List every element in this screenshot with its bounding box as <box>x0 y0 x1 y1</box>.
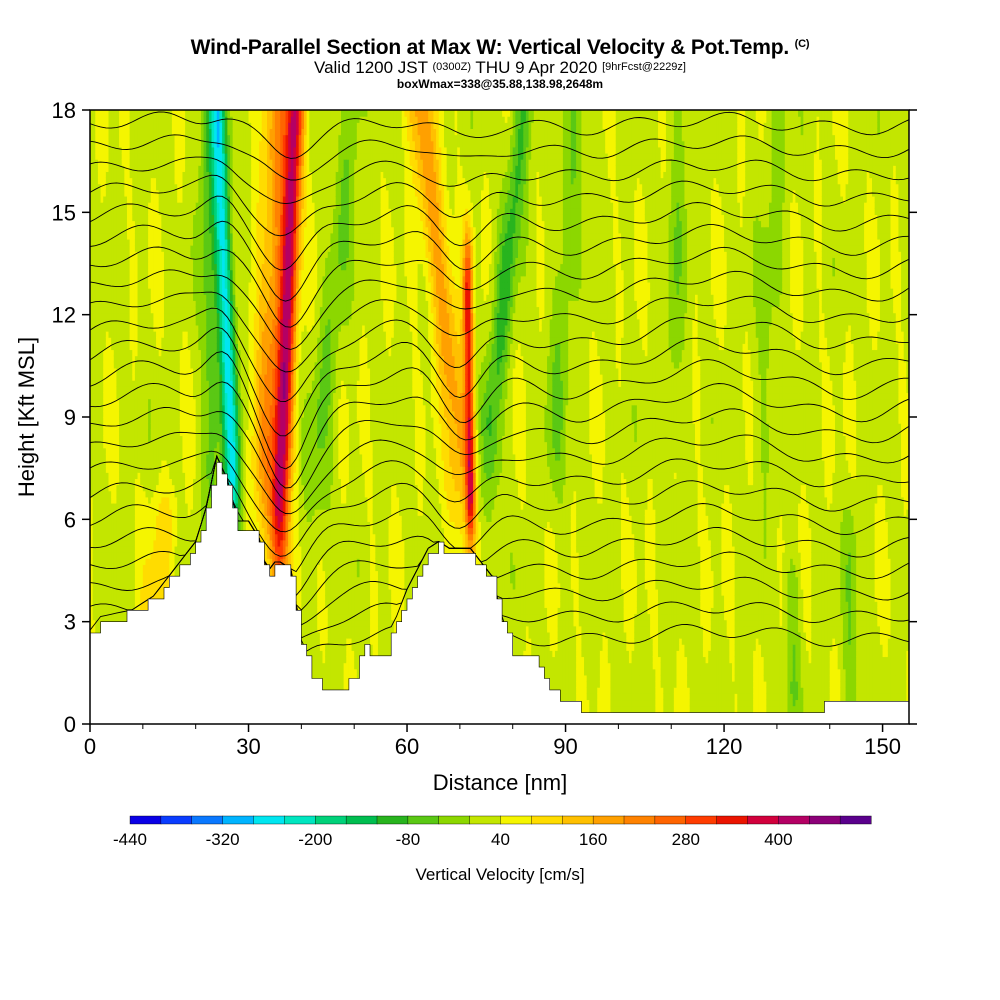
cross-section-chart: 03691215180 30 60 90 120 150 Distance [nm] He… <box>0 0 1000 1000</box>
